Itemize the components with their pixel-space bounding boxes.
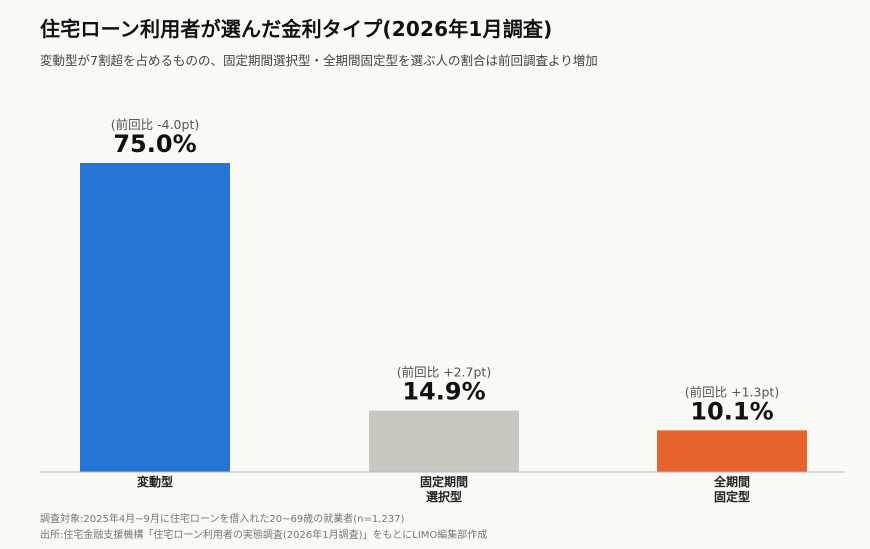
bar bbox=[80, 163, 230, 472]
chart-subtitle: 変動型が7割超を占めるものの、固定期間選択型・全期間固定型を選ぶ人の割合は前回調… bbox=[40, 53, 598, 68]
bar-change-label: (前回比 +1.3pt) bbox=[685, 384, 779, 399]
x-tick-label: 選択型 bbox=[426, 489, 462, 504]
bar-value-label: 75.0% bbox=[113, 130, 196, 158]
bar bbox=[369, 410, 519, 472]
bar-change-label: (前回比 +2.7pt) bbox=[397, 365, 491, 380]
x-tick-label: 全期間 bbox=[713, 474, 750, 489]
bar-value-label: 10.1% bbox=[690, 397, 773, 425]
x-tick-label: 固定期間 bbox=[420, 474, 468, 489]
chart-title: 住宅ローン利用者が選んだ金利タイプ(2026年1月調査) bbox=[40, 17, 553, 41]
survey-note: 調査対象:2025年4月~9月に住宅ローンを借入れた20~69歳の就業者(n=1… bbox=[40, 514, 405, 525]
source-note: 出所:住宅金融支援機構「住宅ローン利用者の実態調査(2026年1月調査)」をもと… bbox=[40, 530, 488, 541]
x-tick-label: 固定型 bbox=[714, 489, 750, 504]
bar bbox=[657, 430, 807, 472]
x-tick-label: 変動型 bbox=[137, 474, 173, 489]
bar-change-label: (前回比 -4.0pt) bbox=[111, 117, 199, 132]
bar-value-label: 14.9% bbox=[402, 378, 485, 406]
